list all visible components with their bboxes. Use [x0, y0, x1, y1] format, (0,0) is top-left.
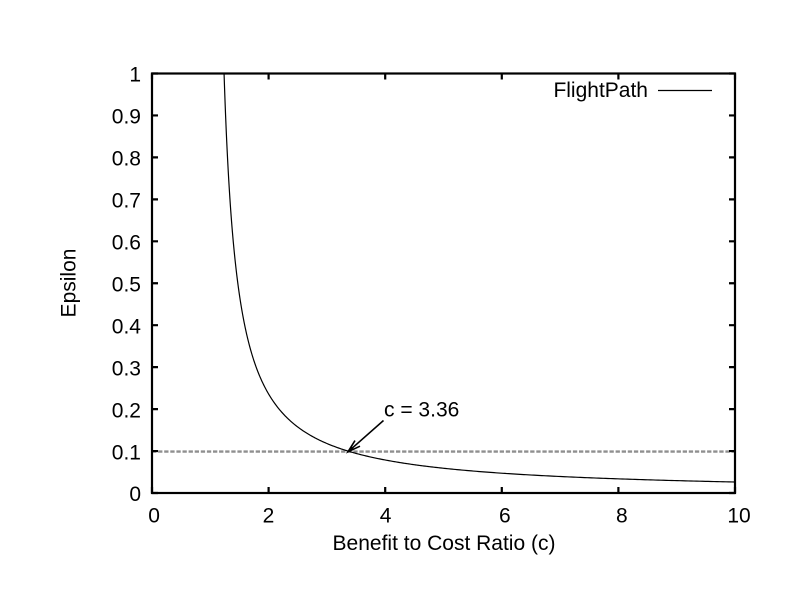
svg-text:0.6: 0.6 — [112, 232, 141, 255]
svg-text:1: 1 — [129, 64, 141, 87]
svg-text:FlightPath: FlightPath — [553, 79, 648, 102]
svg-text:c = 3.36: c = 3.36 — [384, 399, 459, 422]
svg-text:0.1: 0.1 — [112, 441, 141, 464]
svg-text:6: 6 — [499, 505, 511, 528]
svg-text:0: 0 — [129, 483, 141, 506]
svg-text:10: 10 — [727, 505, 750, 528]
svg-text:8: 8 — [616, 505, 628, 528]
svg-text:2: 2 — [263, 505, 275, 528]
svg-text:Epsilon: Epsilon — [58, 249, 81, 318]
svg-text:0.9: 0.9 — [112, 106, 141, 129]
svg-text:4: 4 — [380, 505, 392, 528]
svg-text:0.2: 0.2 — [112, 399, 141, 422]
svg-text:0.8: 0.8 — [112, 148, 141, 171]
svg-text:0.3: 0.3 — [112, 357, 141, 380]
svg-text:0.4: 0.4 — [112, 315, 142, 338]
svg-text:0.5: 0.5 — [112, 273, 141, 296]
svg-text:0: 0 — [148, 505, 160, 528]
svg-text:0.7: 0.7 — [112, 190, 141, 213]
svg-text:Benefit to Cost Ratio (c): Benefit to Cost Ratio (c) — [333, 532, 556, 555]
